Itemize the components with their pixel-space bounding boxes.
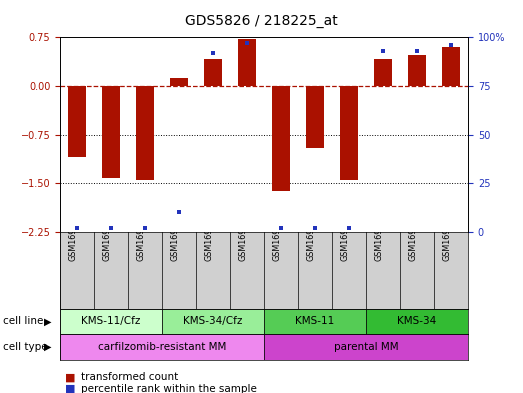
Bar xyxy=(340,86,358,180)
Text: GSM1692598: GSM1692598 xyxy=(442,207,451,261)
Text: ▶: ▶ xyxy=(44,342,52,352)
Text: transformed count: transformed count xyxy=(81,372,178,382)
Text: GSM1692594: GSM1692594 xyxy=(306,207,315,261)
Bar xyxy=(60,309,162,334)
Text: GSM1692595: GSM1692595 xyxy=(340,207,349,261)
Text: GSM1692597: GSM1692597 xyxy=(408,207,417,261)
Text: GSM1692587: GSM1692587 xyxy=(68,207,77,261)
Text: percentile rank within the sample: percentile rank within the sample xyxy=(81,384,257,393)
Text: KMS-11: KMS-11 xyxy=(295,316,335,326)
Text: GSM1692596: GSM1692596 xyxy=(374,207,383,261)
Bar xyxy=(442,47,460,86)
Text: cell line: cell line xyxy=(3,316,43,326)
Bar xyxy=(374,59,392,86)
Text: ■: ■ xyxy=(65,372,76,382)
Text: GDS5826 / 218225_at: GDS5826 / 218225_at xyxy=(185,14,338,28)
Text: KMS-34: KMS-34 xyxy=(397,316,437,326)
Text: cell type: cell type xyxy=(3,342,47,352)
Text: KMS-11/Cfz: KMS-11/Cfz xyxy=(82,316,141,326)
Bar xyxy=(102,86,120,178)
Bar xyxy=(264,334,468,360)
Text: parental MM: parental MM xyxy=(334,342,399,352)
Bar xyxy=(204,59,222,86)
Bar xyxy=(264,309,366,334)
Text: GSM1692591: GSM1692591 xyxy=(204,207,213,261)
Bar xyxy=(408,55,426,86)
Bar xyxy=(136,86,154,180)
Bar xyxy=(272,86,290,191)
Text: ■: ■ xyxy=(65,384,76,393)
Text: GSM1692590: GSM1692590 xyxy=(170,207,179,261)
Text: GSM1692592: GSM1692592 xyxy=(238,207,247,261)
Bar xyxy=(170,78,188,86)
Text: GSM1692588: GSM1692588 xyxy=(102,208,111,261)
Bar xyxy=(68,86,86,157)
Text: GSM1692589: GSM1692589 xyxy=(136,207,145,261)
Bar xyxy=(366,309,468,334)
Bar xyxy=(162,309,264,334)
Text: GSM1692593: GSM1692593 xyxy=(272,207,281,261)
Text: KMS-34/Cfz: KMS-34/Cfz xyxy=(184,316,243,326)
Text: carfilzomib-resistant MM: carfilzomib-resistant MM xyxy=(98,342,226,352)
Text: ▶: ▶ xyxy=(44,316,52,326)
Bar xyxy=(306,86,324,147)
Bar xyxy=(238,39,256,86)
Bar xyxy=(60,334,264,360)
